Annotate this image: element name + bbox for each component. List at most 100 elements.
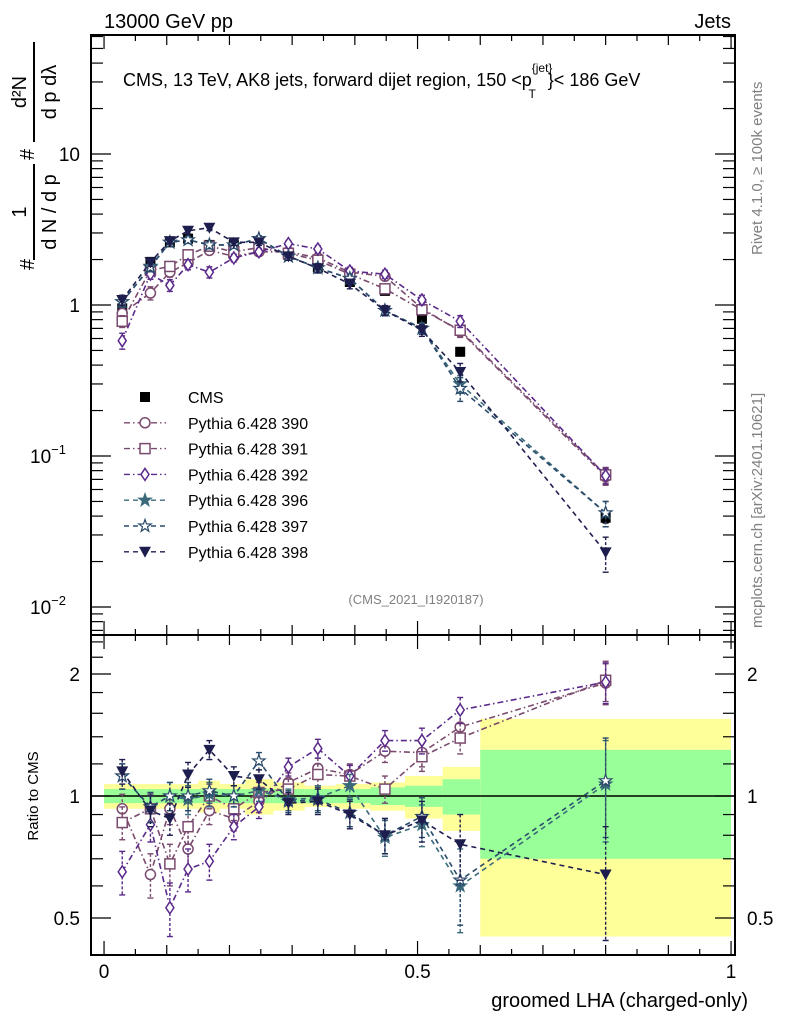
data-point xyxy=(144,287,157,299)
data-point xyxy=(600,674,611,690)
legend-marker xyxy=(139,442,151,455)
data-point xyxy=(252,237,265,249)
xlabel: groomed LHA (charged-only) xyxy=(491,990,748,1012)
data-point xyxy=(250,752,267,768)
series-line xyxy=(121,242,607,477)
data-point xyxy=(341,777,358,793)
legend-item: Pythia 6.428 398 xyxy=(124,545,308,562)
data-point xyxy=(455,313,466,329)
ylabel-denom-1: d N / d p xyxy=(39,174,61,250)
data-point xyxy=(182,769,195,781)
data-point xyxy=(116,816,128,829)
data-point xyxy=(116,766,129,778)
ratio-y-tick-label: 1 xyxy=(69,787,80,808)
legend-label: Pythia 6.428 397 xyxy=(188,519,308,536)
data-point xyxy=(597,772,614,788)
data-point xyxy=(454,721,466,733)
data-point xyxy=(180,231,196,247)
data-point xyxy=(415,325,428,337)
data-point xyxy=(312,241,323,257)
data-point xyxy=(254,244,264,260)
legend-item: Pythia 6.428 391 xyxy=(124,442,308,459)
data-point xyxy=(228,803,240,815)
data-point xyxy=(380,733,390,748)
data-point xyxy=(343,809,356,821)
data-point xyxy=(282,251,295,263)
series-line xyxy=(121,682,606,877)
legend-label: CMS xyxy=(188,390,224,407)
ratio-panel: 0 0.5 1 2 2 1 1 0.5 0.5 xyxy=(54,634,773,983)
legend-item: CMS xyxy=(140,390,224,407)
data-point xyxy=(416,750,428,763)
data-point xyxy=(311,796,324,808)
ratio-y-tick-label-right: 2 xyxy=(747,665,758,686)
data-point xyxy=(455,702,466,718)
plot-title-tail: }< 186 GeV xyxy=(548,70,641,90)
data-point xyxy=(228,819,239,835)
series-line xyxy=(121,748,606,876)
data-point xyxy=(312,768,324,781)
data-point xyxy=(225,787,242,803)
data-point xyxy=(378,830,391,842)
legend-label: Pythia 6.428 392 xyxy=(188,467,308,484)
ratio-y-tick-label: 0.5 xyxy=(54,909,80,930)
data-point xyxy=(164,900,175,916)
data-point xyxy=(379,283,391,295)
data-point xyxy=(180,787,196,803)
header-left: 13000 GeV pp xyxy=(104,11,233,33)
data-point xyxy=(116,315,128,328)
legend-marker xyxy=(137,517,153,533)
data-point xyxy=(163,813,176,825)
data-point xyxy=(415,815,428,827)
data-point xyxy=(454,732,466,744)
legend-label: Pythia 6.428 391 xyxy=(188,442,308,459)
data-point xyxy=(312,741,323,756)
legend-label: Pythia 6.428 398 xyxy=(188,545,308,562)
data-point xyxy=(164,277,175,293)
legend-label: Pythia 6.428 390 xyxy=(188,416,308,433)
y-tick-exponent: −2 xyxy=(51,593,66,608)
data-point xyxy=(600,468,611,484)
y-tick-label: 10−1 xyxy=(30,442,66,468)
data-point xyxy=(599,869,612,881)
ylabel-hash-2: # xyxy=(17,148,39,160)
data-point xyxy=(252,774,265,786)
legend-item: Pythia 6.428 397 xyxy=(124,517,308,536)
x-tick-label: 0.5 xyxy=(404,962,430,983)
data-point xyxy=(250,782,267,798)
data-point xyxy=(227,771,240,783)
header-right: Jets xyxy=(694,11,731,33)
data-point xyxy=(228,250,239,266)
ratio-y-tick-label-right: 1 xyxy=(747,787,758,808)
data-point xyxy=(164,260,176,273)
data-point xyxy=(311,263,324,275)
legend-item: Pythia 6.428 390 xyxy=(124,416,308,433)
data-point xyxy=(378,305,391,317)
ylabel-one: 1 xyxy=(9,206,31,217)
data-point xyxy=(416,313,427,324)
mcplots-label: mcplots.cern.ch [arXiv:2401.10621] xyxy=(749,393,766,628)
data-point xyxy=(204,853,215,869)
legend: CMS Pythia 6.428 390 Pythia 6.428 391 Pythi… xyxy=(124,390,308,562)
ratio-y-tick-label-right: 0.5 xyxy=(747,909,773,930)
ratio-ylabel: Ratio to CMS xyxy=(25,751,42,840)
series-line xyxy=(121,245,607,476)
data-point xyxy=(380,266,390,282)
data-point xyxy=(163,236,176,248)
data-point xyxy=(144,868,157,881)
data-point xyxy=(454,366,467,378)
data-point xyxy=(417,733,427,748)
data-point xyxy=(161,787,178,803)
series-line xyxy=(121,679,606,866)
x-tick-label: 0 xyxy=(99,962,110,983)
ylabel-denom-2: d p dλ xyxy=(39,65,61,119)
data-point xyxy=(282,798,295,810)
legend-item: Pythia 6.428 392 xyxy=(124,467,308,484)
legend-marker xyxy=(137,491,153,507)
y-tick-label: 10 xyxy=(59,145,80,166)
plot-title-sub: T xyxy=(528,87,536,101)
data-point xyxy=(454,839,467,851)
data-point xyxy=(182,820,194,833)
data-point xyxy=(283,759,294,775)
